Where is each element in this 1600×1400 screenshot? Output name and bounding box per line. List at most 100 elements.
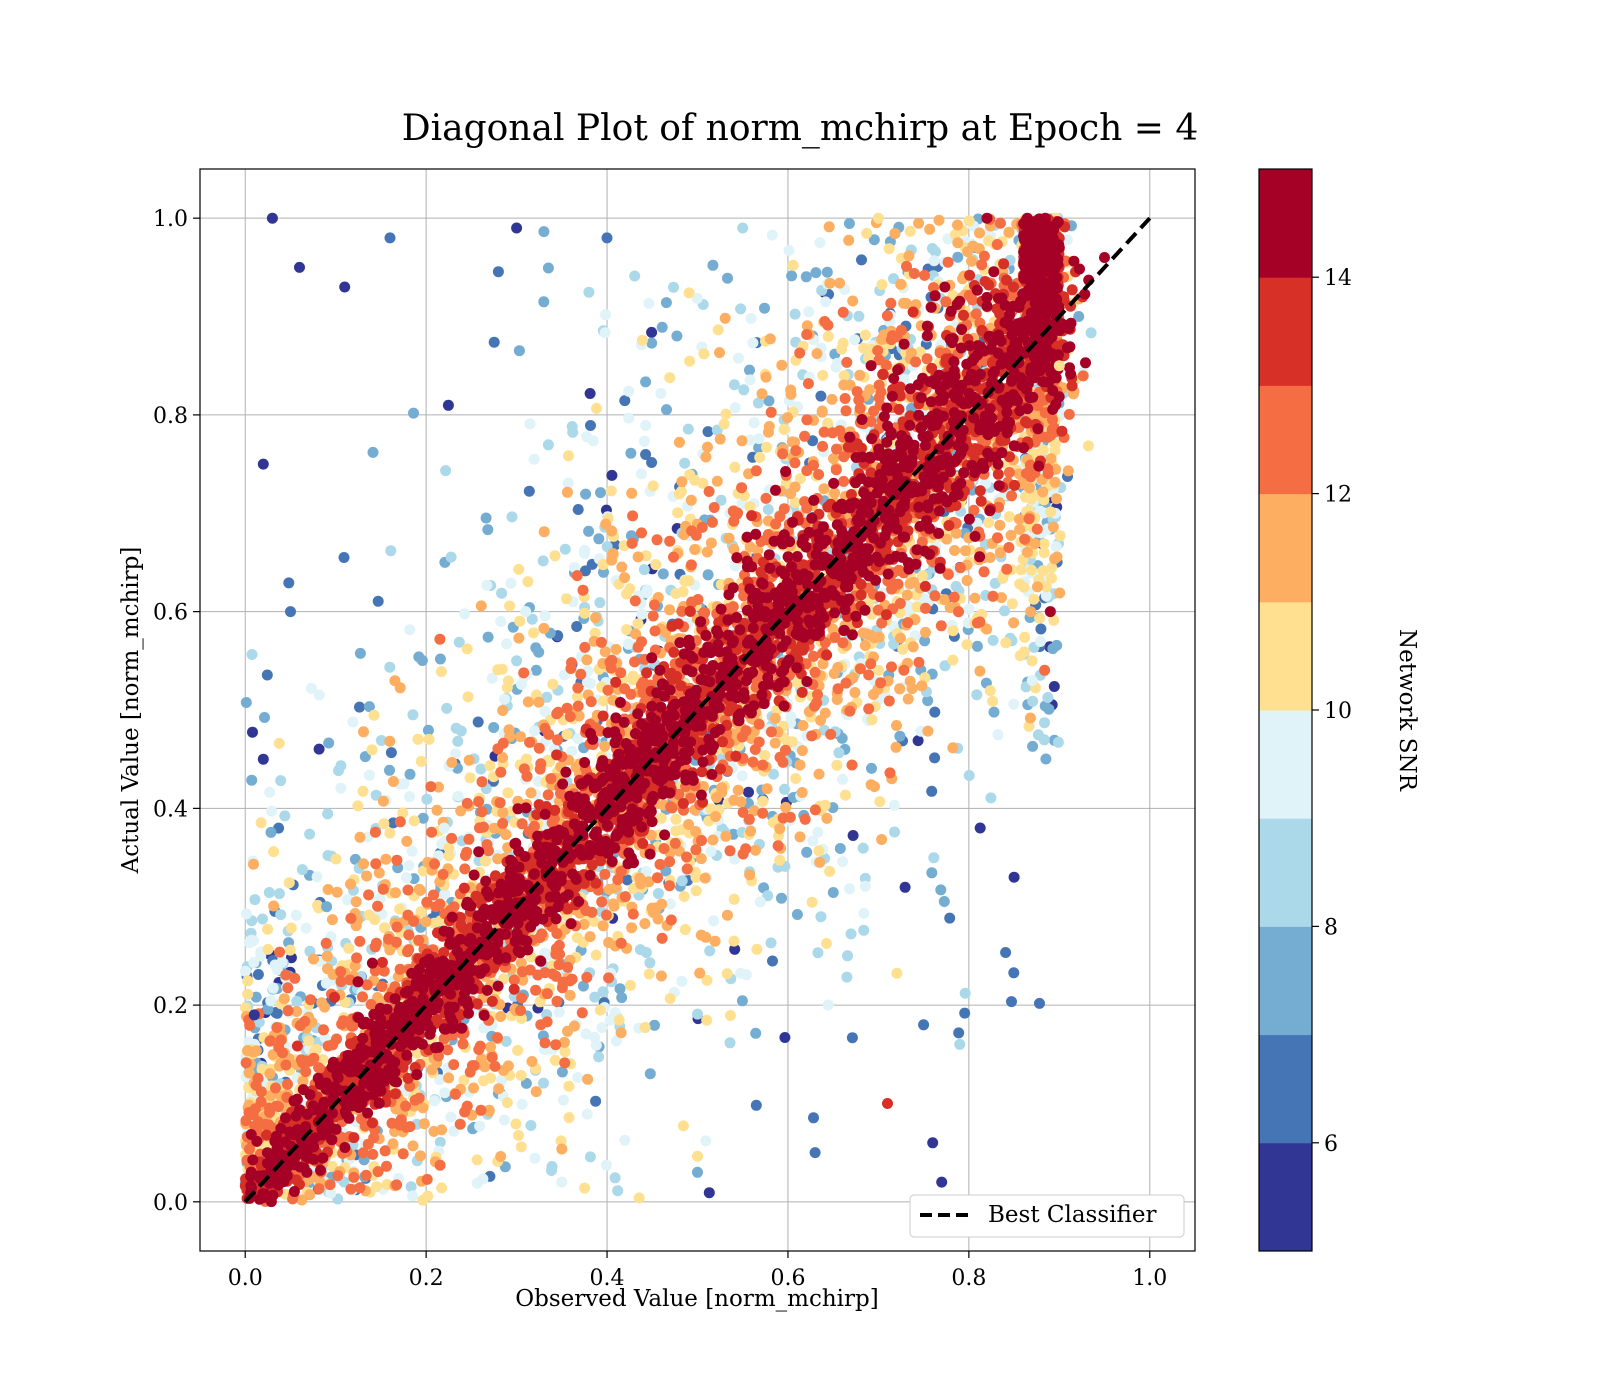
scatter-point: [275, 775, 287, 787]
scatter-point: [664, 993, 676, 1004]
scatter-point: [745, 313, 757, 324]
scatter-point: [492, 266, 504, 278]
scatter-point: [446, 832, 458, 844]
scatter-point: [606, 554, 618, 566]
scatter-point: [969, 592, 981, 604]
scatter-point: [776, 892, 787, 904]
scatter-point: [295, 1054, 307, 1066]
scatter-point: [404, 768, 416, 780]
scatter-point: [431, 804, 443, 816]
scatter-point: [703, 486, 715, 497]
scatter-point: [1038, 538, 1050, 550]
scatter-point: [811, 348, 823, 360]
scatter-point: [262, 923, 273, 935]
scatter-point: [724, 845, 736, 857]
scatter-point: [615, 937, 627, 949]
scatter-point: [1003, 542, 1015, 553]
scatter-point: [551, 995, 563, 1007]
scatter-point: [242, 988, 254, 1000]
scatter-point: [406, 845, 418, 857]
scatter-point: [321, 950, 333, 962]
scatter-point: [753, 442, 765, 454]
scatter-point: [926, 867, 938, 879]
scatter-point: [513, 563, 525, 575]
scatter-point: [1062, 465, 1074, 477]
scatter-point: [928, 852, 940, 864]
scatter-point: [869, 781, 880, 793]
scatter-point: [796, 745, 808, 757]
scatter-point: [1051, 493, 1062, 505]
scatter-point: [518, 667, 530, 679]
scatter-point: [1028, 593, 1040, 605]
scatter-point: [496, 663, 508, 675]
scatter-point: [497, 705, 509, 716]
scatter-point: [452, 735, 464, 747]
scatter-point: [546, 1161, 558, 1172]
scatter-point: [599, 327, 611, 339]
scatter-point: [435, 666, 447, 678]
scatter-point: [413, 651, 425, 663]
scatter-point: [391, 854, 403, 866]
scatter-point: [522, 696, 534, 708]
scatter-point: [1040, 590, 1052, 602]
scatter-point: [538, 1077, 549, 1089]
scatter-point: [759, 750, 771, 761]
scatter-point: [750, 1027, 762, 1039]
scatter-point: [991, 239, 1003, 250]
scatter-point: [539, 706, 551, 717]
scatter-point: [949, 545, 960, 556]
scatter-point: [847, 295, 859, 307]
scatter-point: [845, 928, 857, 940]
scatter-point: [753, 718, 765, 730]
scatter-point: [331, 886, 343, 898]
scatter-point: [610, 643, 622, 655]
scatter-point: [524, 418, 536, 430]
scatter-point: [1029, 538, 1041, 550]
scatter-point: [413, 1092, 425, 1104]
scatter-point: [352, 800, 364, 812]
scatter-point: [1061, 234, 1073, 246]
scatter-point: [902, 617, 914, 629]
scatter-point: [720, 408, 732, 420]
scatter-point: [515, 731, 526, 743]
scatter-point: [817, 440, 829, 452]
scatter-point: [822, 331, 834, 342]
scatter-point: [646, 326, 658, 338]
scatter-point: [348, 1171, 360, 1183]
scatter-point: [953, 606, 964, 618]
scatter-point: [704, 945, 716, 957]
scatter-point: [240, 697, 252, 708]
scatter-point: [627, 670, 639, 682]
scatter-point: [952, 219, 963, 231]
scatter-point: [375, 735, 387, 746]
scatter-point: [497, 807, 509, 819]
scatter-point: [959, 545, 971, 557]
scatter-point: [598, 566, 609, 578]
scatter-point: [801, 414, 813, 426]
scatter-point: [577, 980, 589, 992]
scatter-point: [273, 888, 285, 900]
scatter-point: [1041, 581, 1052, 593]
scatter-point: [539, 1037, 551, 1049]
scatter-point: [655, 970, 667, 982]
scatter-point: [506, 511, 518, 523]
scatter-point: [670, 588, 682, 600]
scatter-point: [282, 1005, 294, 1017]
scatter-point: [846, 759, 858, 771]
scatter-point: [1038, 734, 1050, 746]
scatter-point: [426, 826, 438, 838]
scatter-point: [898, 664, 910, 676]
scatter-point: [843, 234, 855, 246]
scatter-point: [303, 1035, 315, 1047]
scatter-point: [571, 570, 583, 582]
scatter-point: [1014, 650, 1026, 662]
scatter-point: [300, 922, 312, 934]
scatter-point: [459, 608, 471, 620]
scatter-point: [757, 759, 769, 771]
scatter-point: [876, 834, 888, 845]
scatter-point: [812, 947, 824, 959]
scatter-point: [580, 905, 592, 916]
scatter-point: [1037, 565, 1049, 577]
scatter-point: [615, 1027, 627, 1039]
scatter-point: [641, 584, 653, 596]
